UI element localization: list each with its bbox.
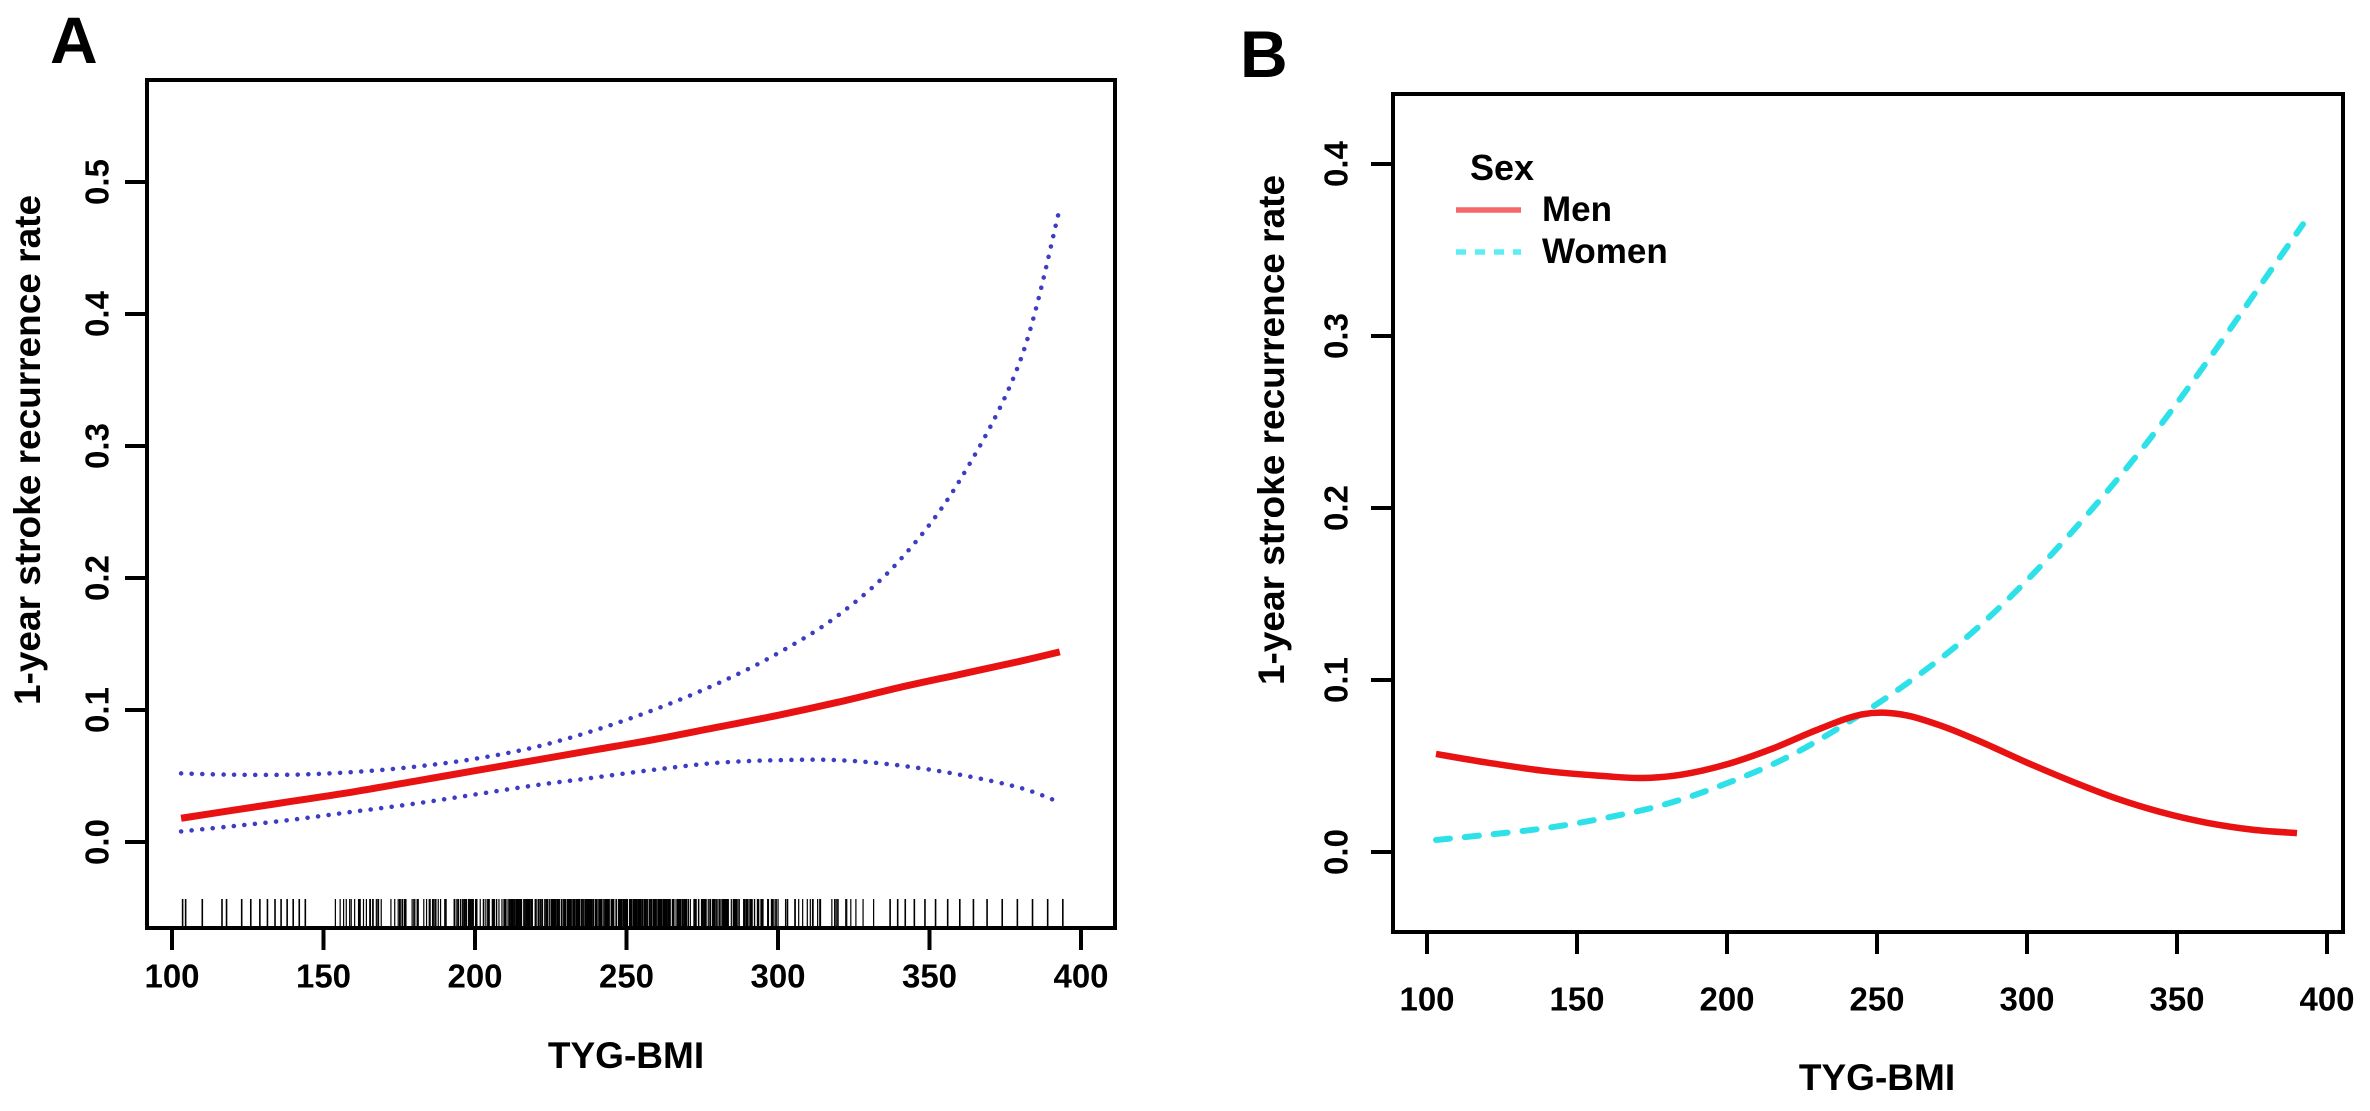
plot-box <box>145 78 1117 930</box>
panel-a-letter: A <box>50 3 98 77</box>
x-tick-label: 300 <box>750 958 805 995</box>
panel-b-plot: 100 150 200 250 300 350 400 0.0 0.1 0.2 0.3 0.4 <box>1318 92 2355 1018</box>
y-tick-label: 0.2 <box>1318 485 1355 531</box>
plot-box <box>1391 92 2345 934</box>
panel-a-x-axis-label: TYG-BMI <box>547 1035 705 1076</box>
panel-a-y-axis-label: 1-year stroke recurrence rate <box>7 194 48 706</box>
x-tick-label: 100 <box>144 958 199 995</box>
legend-title: Sex <box>1470 147 1535 188</box>
y-tick-label: 0.3 <box>1318 313 1355 359</box>
x-tick-label: 150 <box>1549 981 1604 1018</box>
legend-label-women: Women <box>1542 232 1668 271</box>
panel-b-y-axis-label: 1-year stroke recurrence rate <box>1251 174 1292 686</box>
y-tick-label: 0.3 <box>79 423 116 469</box>
y-tick-label: 0.4 <box>1318 140 1355 187</box>
x-tick-label: 200 <box>1699 981 1754 1018</box>
x-tick-label: 300 <box>1999 981 2054 1018</box>
x-tick-label: 400 <box>2299 981 2354 1018</box>
y-tick-label: 0.0 <box>1318 829 1355 875</box>
y-tick-label: 0.1 <box>79 687 116 733</box>
x-tick-label: 350 <box>2149 981 2204 1018</box>
series-ci-upper-curve <box>178 206 1063 778</box>
rug-plot <box>181 899 1064 926</box>
x-tick-label: 250 <box>1849 981 1904 1018</box>
x-tick-label: 200 <box>447 958 502 995</box>
panel-b-letter: B <box>1240 17 1288 91</box>
series-fitted-recurrence-rate-curve <box>180 648 1061 822</box>
panel-b-x-axis-label: TYG-BMI <box>1798 1057 1956 1098</box>
x-tick-label: 400 <box>1053 958 1108 995</box>
y-tick-label: 0.0 <box>79 819 116 865</box>
series-men-curve <box>1435 709 2298 837</box>
series-women-curve <box>1433 221 2306 843</box>
x-tick-label: 100 <box>1399 981 1454 1018</box>
series-ci-lower-curve <box>178 757 1063 834</box>
y-tick-label: 0.4 <box>79 290 116 337</box>
panel-a-plot: 100 150 200 250 300 350 400 0.0 0.1 0.2 0.3 0.4 0.5 <box>79 78 1117 995</box>
x-tick-label: 250 <box>599 958 654 995</box>
y-tick-label: 0.5 <box>79 159 116 205</box>
x-tick-label: 350 <box>902 958 957 995</box>
y-tick-label: 0.1 <box>1318 657 1355 703</box>
x-tick-label: 150 <box>296 958 351 995</box>
legend-label-men: Men <box>1542 190 1612 229</box>
y-tick-label: 0.2 <box>79 555 116 601</box>
